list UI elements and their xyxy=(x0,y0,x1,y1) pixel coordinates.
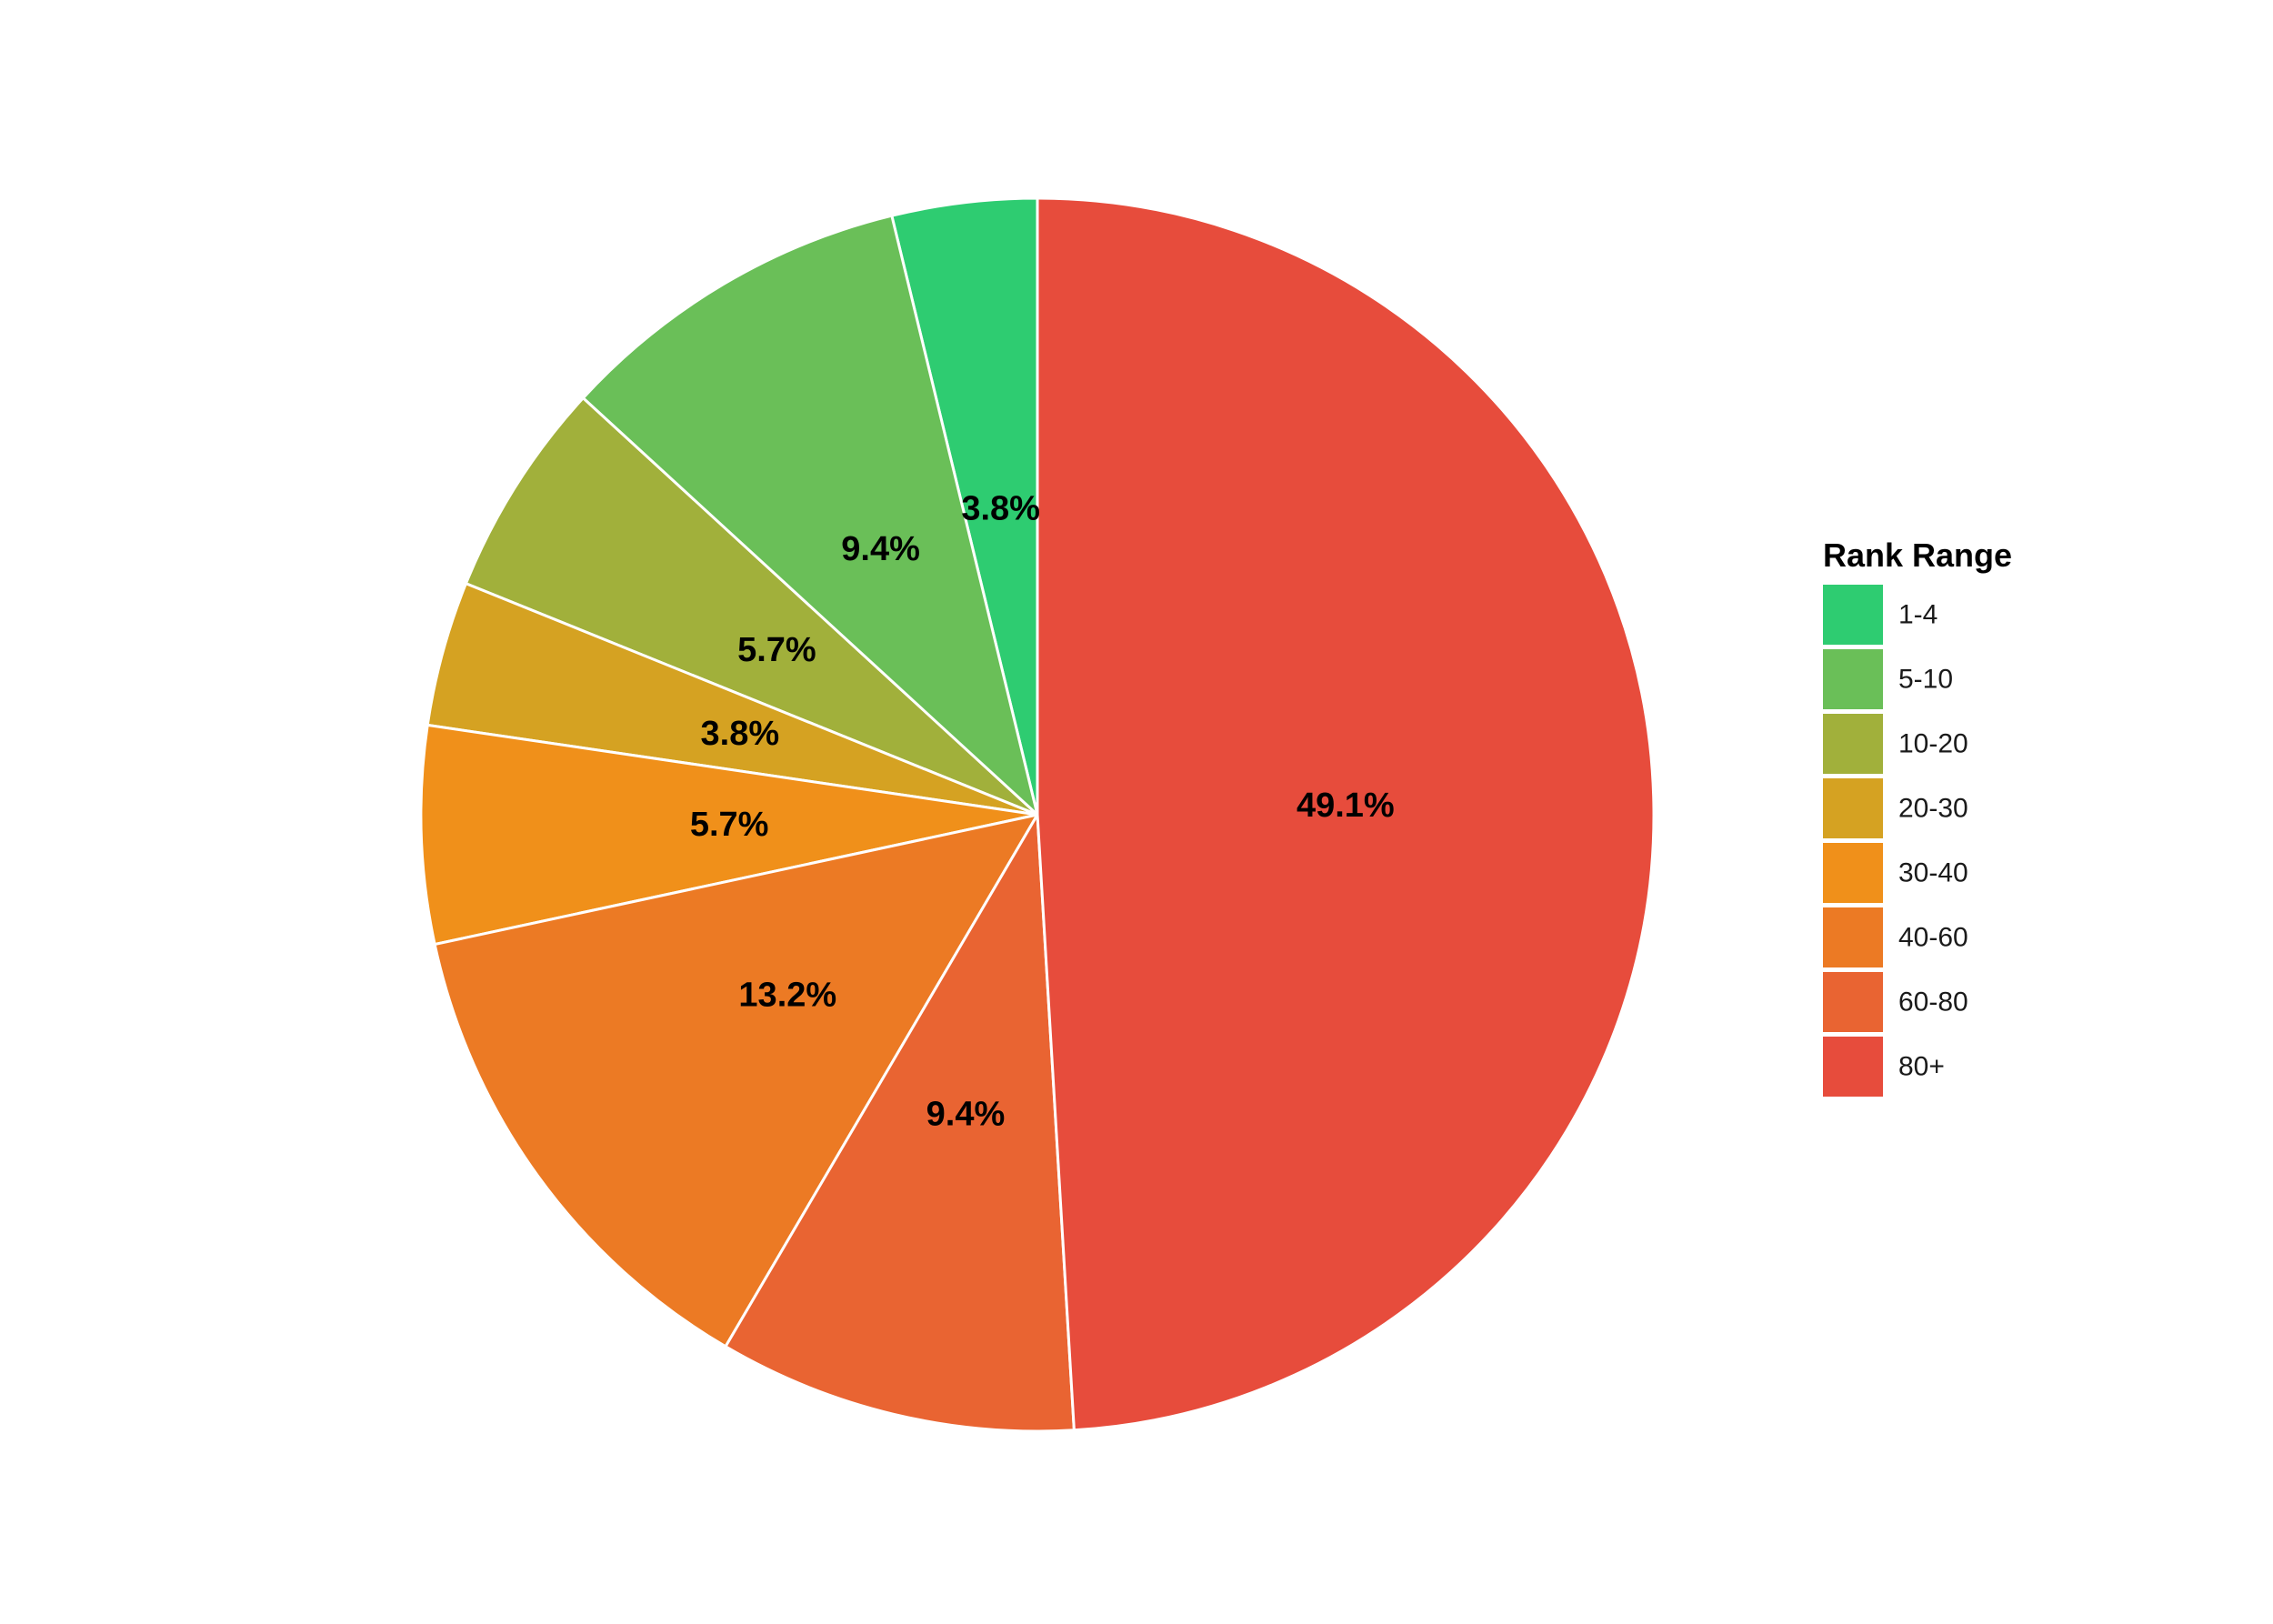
legend: Rank Range 1-4 5-10 10-20 20-30 30-40 40-60 60… xyxy=(1823,536,2012,1097)
legend-label: 40-60 xyxy=(1898,923,1968,953)
legend-item-10-20: 10-20 xyxy=(1823,714,1968,774)
legend-item-40-60: 40-60 xyxy=(1823,907,1968,967)
legend-swatch xyxy=(1823,649,1883,709)
pie-slice-30-40 xyxy=(419,723,1038,947)
legend-swatch xyxy=(1823,778,1883,838)
pie-slice-60-80 xyxy=(723,809,1076,1433)
legend-swatch xyxy=(1823,907,1883,967)
legend-title: Rank Range xyxy=(1823,536,2012,574)
pie-label-5-10: 9.4% xyxy=(841,530,920,568)
pie-label-40-60: 13.2% xyxy=(738,977,836,1015)
legend-label: 20-30 xyxy=(1898,794,1968,824)
legend-item-20-30: 20-30 xyxy=(1823,778,1968,838)
pie-label-1-4: 3.8% xyxy=(961,489,1040,527)
legend-swatch xyxy=(1823,843,1883,903)
legend-label: 30-40 xyxy=(1898,858,1968,888)
legend-label: 5-10 xyxy=(1898,665,1953,695)
pie-slices xyxy=(419,196,1656,1433)
legend-swatch xyxy=(1823,972,1883,1032)
legend-item-60-80: 60-80 xyxy=(1823,972,1968,1032)
pie-label-20-30: 3.8% xyxy=(701,715,780,753)
pie-slice-10-20 xyxy=(464,396,1039,817)
legend-item-1-4: 1-4 xyxy=(1823,585,1938,645)
pie-slice-5-10 xyxy=(581,214,1040,819)
legend-swatch xyxy=(1823,1037,1883,1097)
pie-label-80plus: 49.1% xyxy=(1297,787,1395,825)
legend-label: 10-20 xyxy=(1898,729,1968,759)
legend-swatch xyxy=(1823,714,1883,774)
legend-label: 80+ xyxy=(1898,1052,1945,1082)
pie-percent-labels: 3.8% 9.4% 5.7% 3.8% 5.7% 13.2% 9.4% 49.1% xyxy=(690,489,1395,1133)
legend-item-5-10: 5-10 xyxy=(1823,649,1953,709)
legend-items: 1-4 5-10 10-20 20-30 30-40 40-60 60-80 80+ xyxy=(1823,585,1968,1097)
pie-slice-40-60 xyxy=(433,812,1041,1348)
pie-label-30-40: 5.7% xyxy=(690,806,769,844)
legend-label: 1-4 xyxy=(1898,600,1938,630)
legend-label: 60-80 xyxy=(1898,987,1968,1018)
pie-slice-80plus xyxy=(1036,196,1656,1432)
legend-swatch xyxy=(1823,585,1883,645)
pie-label-10-20: 5.7% xyxy=(737,631,816,669)
legend-item-30-40: 30-40 xyxy=(1823,843,1968,903)
legend-item-80plus: 80+ xyxy=(1823,1037,1945,1097)
pie-label-60-80: 9.4% xyxy=(926,1096,1006,1134)
